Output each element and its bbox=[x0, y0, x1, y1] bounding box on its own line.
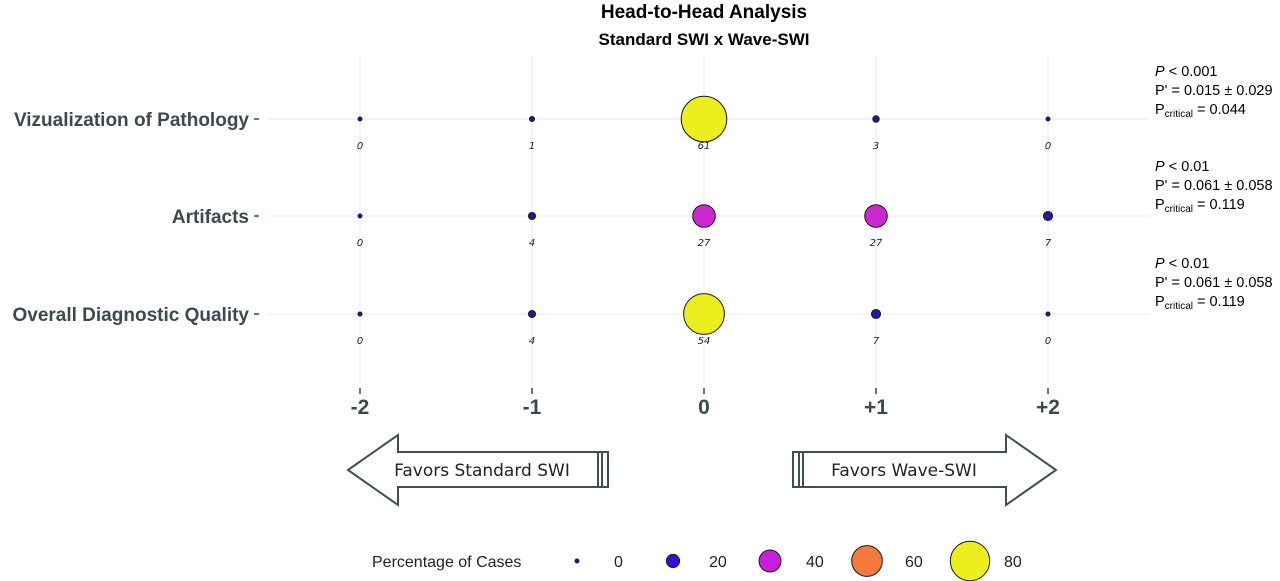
bubble-r1-c3 bbox=[864, 204, 888, 228]
bubble-r2-c0 bbox=[357, 311, 363, 317]
count-label-r1-c4: 7 bbox=[1045, 238, 1052, 249]
stat-p-2: P < 0.01 bbox=[1155, 256, 1209, 272]
bubbles bbox=[357, 95, 1054, 335]
legend-label-3: 60 bbox=[905, 554, 923, 571]
count-label-r0-c2: 61 bbox=[698, 141, 711, 152]
legend-bubble-0 bbox=[574, 558, 580, 564]
x-axis-ticks: -2 -1 0 +1 +2 bbox=[351, 388, 1060, 419]
legend-bubble-2 bbox=[758, 549, 782, 573]
count-label-r1-c0: 0 bbox=[357, 238, 363, 249]
bubble-r0-c4 bbox=[1045, 116, 1051, 122]
chart-subtitle: Standard SWI x Wave-SWI bbox=[599, 30, 810, 49]
count-label-r0-c4: 0 bbox=[1045, 141, 1051, 152]
x-tick-label-2: 0 bbox=[698, 396, 710, 419]
bubble-r0-c3 bbox=[872, 115, 880, 123]
y-axis-labels: Vizualization of Pathology Artifacts Overa… bbox=[12, 110, 259, 326]
y-label-2: Overall Diagnostic Quality bbox=[12, 305, 249, 326]
count-label-r2-c4: 0 bbox=[1045, 336, 1051, 347]
count-labels: 0 1 61 3 0 0 4 27 27 7 0 4 54 7 0 bbox=[357, 141, 1052, 347]
count-label-r2-c0: 0 bbox=[357, 336, 363, 347]
bubble-r1-c0 bbox=[357, 213, 363, 219]
chart-title: Head-to-Head Analysis bbox=[601, 2, 807, 23]
legend-title: Percentage of Cases bbox=[372, 554, 521, 571]
count-label-r0-c1: 1 bbox=[529, 141, 535, 152]
arrow-right-label: Favors Wave-SWI bbox=[831, 461, 977, 481]
legend-label-2: 40 bbox=[806, 554, 824, 571]
count-label-r2-c2: 54 bbox=[698, 336, 711, 347]
stat-p-0: P < 0.001 bbox=[1155, 64, 1217, 80]
count-label-r1-c3: 27 bbox=[870, 238, 883, 249]
arrow-favors-wave-swi: Favors Wave-SWI bbox=[792, 433, 1058, 507]
stat-p-prime-1: P' = 0.061 ± 0.058 bbox=[1155, 178, 1273, 194]
stat-p-1: P < 0.01 bbox=[1155, 159, 1209, 175]
bubble-r1-c4 bbox=[1042, 210, 1054, 222]
legend-label-1: 20 bbox=[709, 554, 727, 571]
bubble-r2-c2 bbox=[683, 293, 725, 335]
arrow-favors-standard-swi: Favors Standard SWI bbox=[346, 433, 609, 507]
bubble-r0-c1 bbox=[528, 115, 536, 123]
x-tick-label-1: -1 bbox=[523, 396, 542, 419]
count-label-r0-c0: 0 bbox=[357, 141, 363, 152]
stat-p-critical-1: Pcritical = 0.119 bbox=[1155, 197, 1245, 215]
stat-p-prime-0: P' = 0.015 ± 0.029 bbox=[1155, 83, 1273, 99]
arrow-left-label: Favors Standard SWI bbox=[394, 461, 570, 481]
count-label-r1-c2: 27 bbox=[698, 238, 711, 249]
bubble-r1-c1 bbox=[527, 211, 537, 221]
count-label-r2-c1: 4 bbox=[529, 336, 535, 347]
legend: Percentage of Cases 0 20 40 60 80 bbox=[372, 540, 1022, 581]
count-label-r0-c3: 3 bbox=[873, 141, 879, 152]
stat-p-prime-2: P' = 0.061 ± 0.058 bbox=[1155, 275, 1273, 291]
bubble-r2-c4 bbox=[1045, 311, 1051, 317]
legend-label-0: 0 bbox=[614, 554, 623, 571]
legend-bubble-4 bbox=[949, 540, 991, 581]
stat-p-critical-2: Pcritical = 0.119 bbox=[1155, 294, 1245, 312]
bubble-r0-c0 bbox=[357, 116, 363, 122]
bubble-r1-c2 bbox=[692, 204, 716, 228]
legend-bubble-3 bbox=[851, 545, 883, 577]
bubble-r2-c1 bbox=[527, 309, 537, 319]
stat-p-critical-0: Pcritical = 0.044 bbox=[1155, 102, 1246, 120]
stats-annotations: P < 0.001 P' = 0.015 ± 0.029 Pcritical = 0… bbox=[1155, 64, 1273, 312]
bubble-r2-c3 bbox=[870, 308, 882, 320]
x-tick-label-4: +2 bbox=[1036, 396, 1060, 419]
count-label-r2-c3: 7 bbox=[873, 336, 880, 347]
count-label-r1-c1: 4 bbox=[529, 238, 535, 249]
legend-label-4: 80 bbox=[1004, 554, 1022, 571]
x-tick-label-3: +1 bbox=[864, 396, 888, 419]
legend-bubble-1 bbox=[665, 553, 681, 569]
bubble-r0-c2 bbox=[680, 95, 728, 143]
y-label-0: Vizualization of Pathology bbox=[14, 110, 249, 131]
y-label-1: Artifacts bbox=[172, 207, 249, 228]
x-tick-label-0: -2 bbox=[351, 396, 370, 419]
